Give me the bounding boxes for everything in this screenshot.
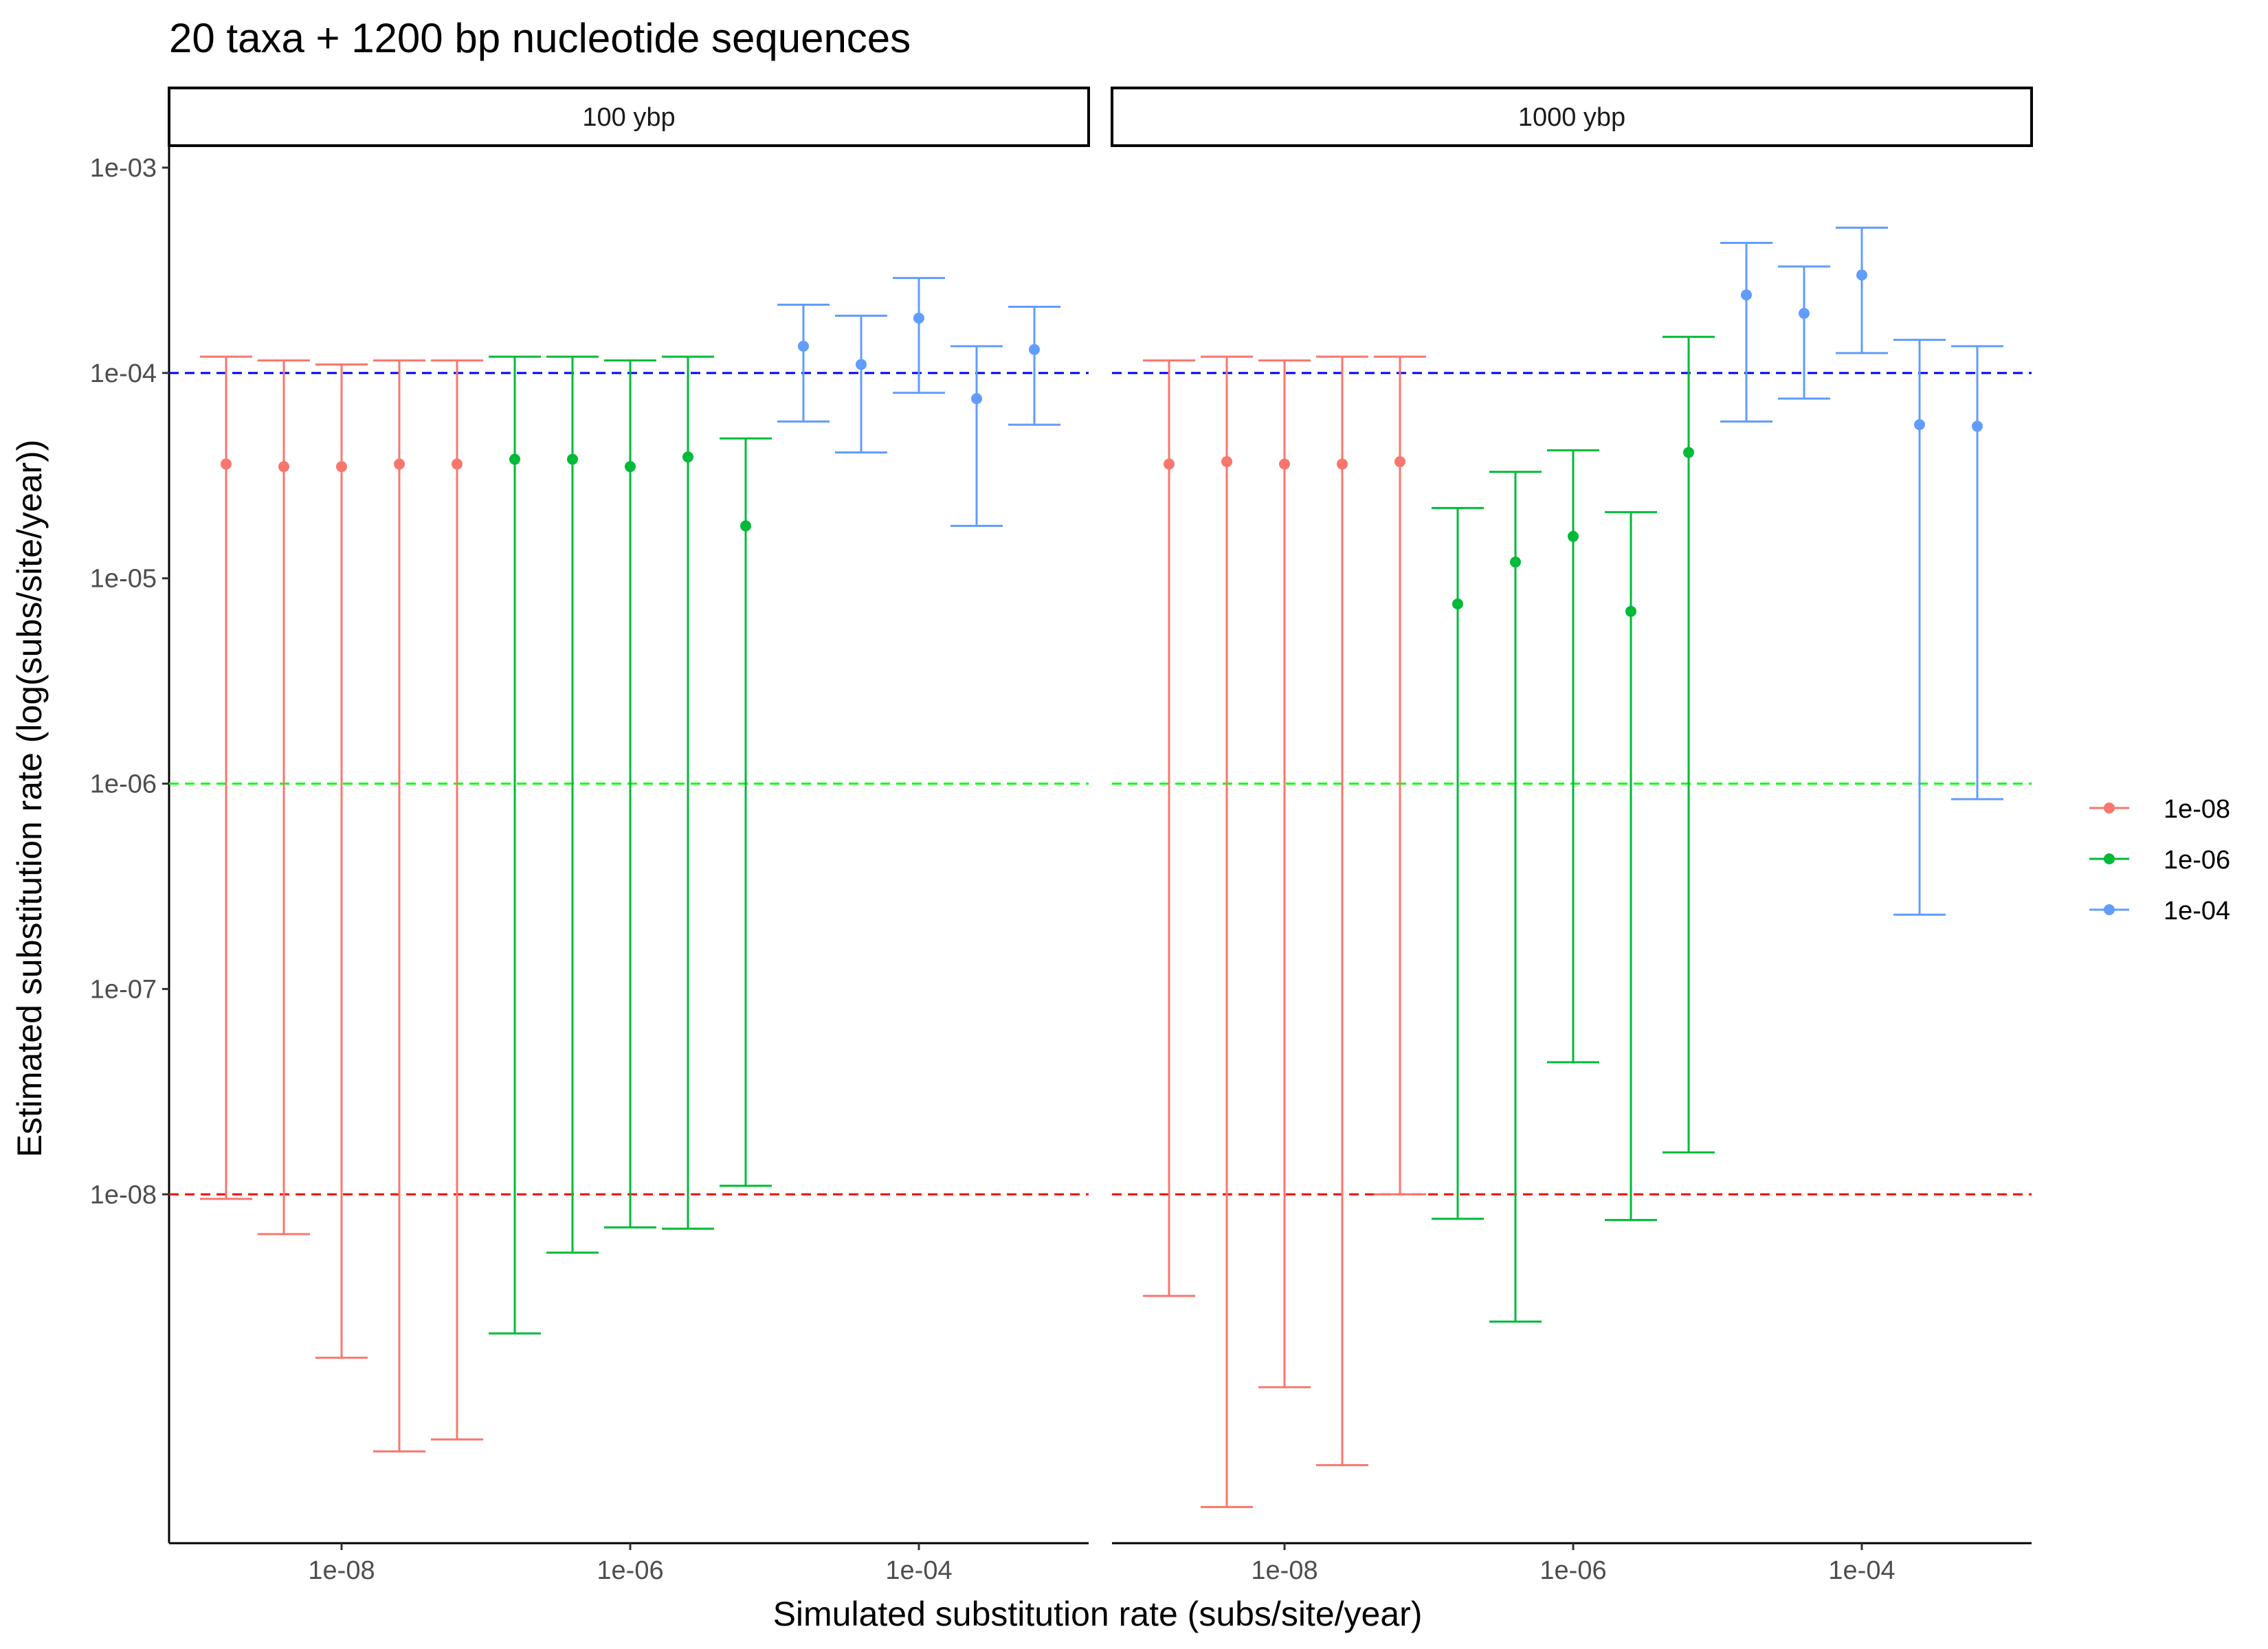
facet-panels: 100 ybp 1e-08 1e-07 1e-06 1e-05 1e-04 1e-03 1e-… xyxy=(90,87,2033,1585)
estimate-point xyxy=(1510,557,1521,568)
estimate-point xyxy=(1568,530,1579,542)
errorbar xyxy=(604,359,656,1229)
errorbar xyxy=(1720,242,1772,423)
estimate-point xyxy=(336,461,347,473)
errorbar xyxy=(662,355,714,1230)
errorbar xyxy=(258,359,310,1235)
errorbar xyxy=(315,363,368,1359)
estimate-point xyxy=(221,458,232,470)
errorbar xyxy=(893,277,945,394)
errorbar xyxy=(1374,355,1426,1196)
estimate-point xyxy=(971,393,982,405)
estimate-point xyxy=(1856,269,1867,281)
estimate-point xyxy=(1741,289,1752,301)
estimate-point xyxy=(682,451,693,463)
estimate-point xyxy=(1029,344,1040,355)
estimate-point xyxy=(1914,419,1925,431)
errorbar xyxy=(1432,506,1484,1220)
legend-label: 1e-08 xyxy=(2164,795,2230,824)
legend-entry: 1e-08 xyxy=(2089,795,2230,824)
estimate-point xyxy=(1337,458,1348,470)
errorbar xyxy=(1663,335,1715,1154)
estimate-point xyxy=(913,312,924,324)
estimate-point xyxy=(509,453,520,465)
y-axis-title: Estimated substitution rate (log(subs/si… xyxy=(10,440,49,1158)
y-tick-label: 1e-05 xyxy=(90,565,157,594)
y-tick-label: 1e-08 xyxy=(90,1180,157,1209)
errorbar xyxy=(373,359,425,1452)
legend-point xyxy=(2104,803,2115,814)
x-tick-label: 1e-08 xyxy=(308,1556,375,1585)
strip-box xyxy=(168,87,1090,147)
errorbar xyxy=(1605,511,1657,1222)
strip-box xyxy=(1111,87,2033,147)
errorbar xyxy=(1893,339,1946,916)
x-tick-label: 1e-04 xyxy=(1828,1556,1895,1585)
estimate-point xyxy=(1683,447,1694,458)
y-tick-label: 1e-03 xyxy=(90,154,157,183)
estimate-point xyxy=(278,461,289,473)
estimate-point xyxy=(1394,456,1405,467)
estimate-point xyxy=(394,458,405,470)
strip-label: 100 ybp xyxy=(582,103,675,132)
errorbar xyxy=(1778,265,1830,400)
panel-2: 1000 ybp 1e-08 1e-06 1e-04 xyxy=(1111,87,2033,1585)
errorbar xyxy=(1008,306,1060,426)
estimate-point xyxy=(856,359,867,370)
y-tick-label: 1e-04 xyxy=(90,359,157,388)
errorbar xyxy=(950,345,1003,527)
errorbar xyxy=(1836,226,1888,355)
legend-entry: 1e-04 xyxy=(2089,897,2230,926)
estimate-point xyxy=(452,458,463,470)
errorbar xyxy=(1201,355,1253,1508)
x-tick-label: 1e-06 xyxy=(1539,1556,1606,1585)
estimate-point xyxy=(1221,456,1232,467)
errorbar xyxy=(1547,449,1599,1064)
errorbar xyxy=(835,315,887,454)
legend: 1e-08 1e-06 1e-04 xyxy=(2089,795,2230,926)
errorbar xyxy=(489,355,541,1335)
estimate-point xyxy=(1625,605,1636,617)
x-tick-label: 1e-08 xyxy=(1251,1556,1318,1585)
errorbar xyxy=(1258,359,1311,1389)
estimate-point xyxy=(740,520,751,532)
strip-label: 1000 ybp xyxy=(1518,103,1625,132)
estimate-point xyxy=(798,340,809,352)
y-tick-label: 1e-06 xyxy=(90,770,157,799)
errorbar xyxy=(546,355,599,1254)
estimate-point xyxy=(567,453,578,465)
errorbar xyxy=(200,355,252,1200)
legend-label: 1e-04 xyxy=(2164,897,2230,926)
estimate-point xyxy=(1972,420,1983,432)
errorbar xyxy=(1143,359,1195,1297)
x-axis-title: Simulated substitution rate (subs/site/y… xyxy=(773,1595,1423,1633)
errorbar xyxy=(1316,355,1368,1466)
errorbar xyxy=(777,303,830,423)
errorbar xyxy=(1489,471,1542,1323)
y-tick-label: 1e-07 xyxy=(90,975,157,1004)
legend-entry: 1e-06 xyxy=(2089,846,2230,875)
errorbar xyxy=(431,359,483,1441)
legend-point xyxy=(2104,853,2115,864)
estimate-point xyxy=(1164,458,1175,470)
estimate-point xyxy=(1799,308,1810,319)
legend-label: 1e-06 xyxy=(2164,846,2230,875)
x-tick-label: 1e-04 xyxy=(885,1556,952,1585)
x-tick-label: 1e-06 xyxy=(597,1556,663,1585)
legend-point xyxy=(2104,904,2115,915)
estimate-point xyxy=(1452,598,1463,610)
panel-1: 100 ybp 1e-08 1e-07 1e-06 1e-05 1e-04 1e-03 1e-… xyxy=(90,87,1090,1585)
errorbar xyxy=(720,437,772,1187)
estimate-point xyxy=(625,461,636,473)
chart-title: 20 taxa + 1200 bp nucleotide sequences xyxy=(169,15,911,61)
estimate-point xyxy=(1279,458,1290,470)
